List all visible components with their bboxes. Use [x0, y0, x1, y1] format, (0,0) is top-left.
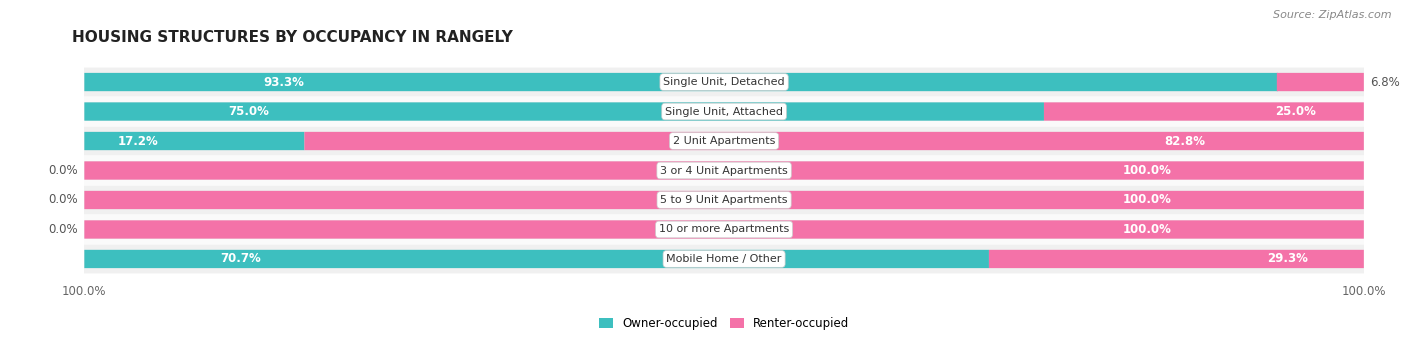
- FancyBboxPatch shape: [72, 68, 1376, 97]
- Text: 29.3%: 29.3%: [1267, 252, 1308, 266]
- FancyBboxPatch shape: [84, 73, 1278, 91]
- Text: Mobile Home / Other: Mobile Home / Other: [666, 254, 782, 264]
- Text: 100.0%: 100.0%: [1123, 193, 1173, 207]
- Text: 0.0%: 0.0%: [48, 193, 77, 207]
- FancyBboxPatch shape: [1277, 73, 1364, 91]
- Text: 93.3%: 93.3%: [263, 75, 304, 89]
- FancyBboxPatch shape: [988, 250, 1364, 268]
- Text: 25.0%: 25.0%: [1275, 105, 1316, 118]
- FancyBboxPatch shape: [72, 244, 1376, 273]
- Text: 3 or 4 Unit Apartments: 3 or 4 Unit Apartments: [661, 165, 787, 176]
- Text: 100.0%: 100.0%: [1123, 164, 1173, 177]
- FancyBboxPatch shape: [72, 127, 1376, 155]
- Legend: Owner-occupied, Renter-occupied: Owner-occupied, Renter-occupied: [593, 312, 855, 335]
- FancyBboxPatch shape: [72, 156, 1376, 185]
- FancyBboxPatch shape: [84, 132, 305, 150]
- FancyBboxPatch shape: [84, 220, 1364, 239]
- FancyBboxPatch shape: [72, 186, 1376, 214]
- FancyBboxPatch shape: [72, 97, 1376, 126]
- Text: 10 or more Apartments: 10 or more Apartments: [659, 224, 789, 235]
- FancyBboxPatch shape: [84, 191, 1364, 209]
- FancyBboxPatch shape: [84, 191, 1364, 209]
- FancyBboxPatch shape: [84, 220, 1364, 239]
- Text: 100.0%: 100.0%: [1123, 223, 1173, 236]
- Text: 82.8%: 82.8%: [1164, 134, 1205, 148]
- Text: 0.0%: 0.0%: [48, 223, 77, 236]
- FancyBboxPatch shape: [305, 132, 1364, 150]
- FancyBboxPatch shape: [84, 161, 1364, 180]
- Text: 70.7%: 70.7%: [221, 252, 260, 266]
- Text: 2 Unit Apartments: 2 Unit Apartments: [673, 136, 775, 146]
- Text: 5 to 9 Unit Apartments: 5 to 9 Unit Apartments: [661, 195, 787, 205]
- Text: 6.8%: 6.8%: [1371, 75, 1400, 89]
- FancyBboxPatch shape: [84, 132, 1364, 150]
- Text: Single Unit, Attached: Single Unit, Attached: [665, 106, 783, 117]
- FancyBboxPatch shape: [84, 250, 988, 268]
- FancyBboxPatch shape: [84, 250, 1364, 268]
- FancyBboxPatch shape: [72, 215, 1376, 244]
- FancyBboxPatch shape: [84, 161, 1364, 180]
- FancyBboxPatch shape: [84, 102, 1364, 121]
- Text: 17.2%: 17.2%: [117, 134, 157, 148]
- FancyBboxPatch shape: [1043, 102, 1364, 121]
- FancyBboxPatch shape: [84, 73, 1364, 91]
- Text: Single Unit, Detached: Single Unit, Detached: [664, 77, 785, 87]
- Text: 0.0%: 0.0%: [48, 164, 77, 177]
- Text: Source: ZipAtlas.com: Source: ZipAtlas.com: [1274, 10, 1392, 20]
- Text: 75.0%: 75.0%: [228, 105, 269, 118]
- Text: HOUSING STRUCTURES BY OCCUPANCY IN RANGELY: HOUSING STRUCTURES BY OCCUPANCY IN RANGE…: [72, 30, 512, 45]
- FancyBboxPatch shape: [84, 102, 1043, 121]
